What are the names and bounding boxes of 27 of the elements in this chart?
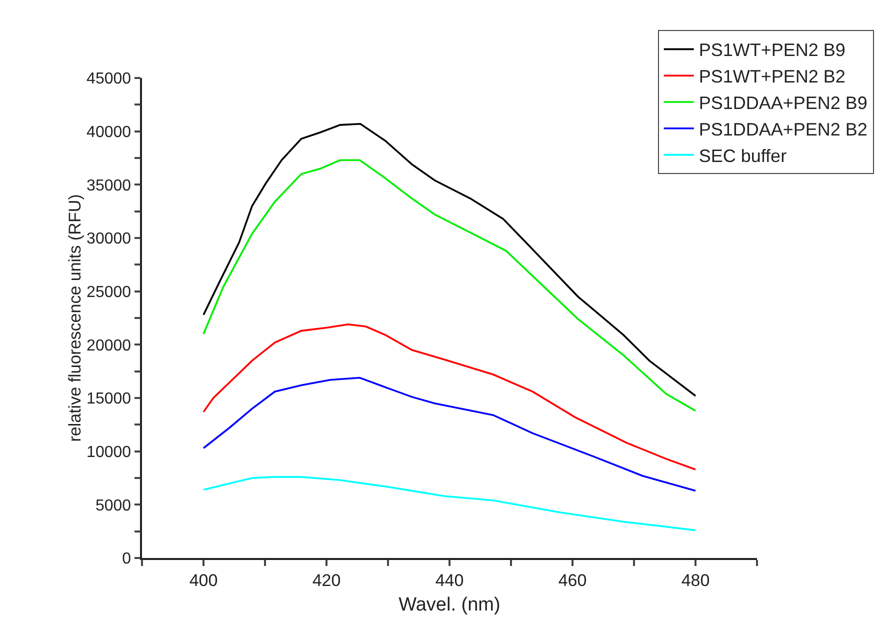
- line-series: [202, 376, 696, 492]
- legend-label: PS1DDAA+PEN2 B2: [698, 119, 868, 140]
- y-axis-title: relative fluorescence units (RFU): [66, 194, 85, 442]
- y-tick-label: 45000: [86, 70, 132, 88]
- line-series: [202, 122, 696, 397]
- x-tick-label: 480: [681, 571, 710, 590]
- y-tick-label: 5000: [95, 497, 132, 514]
- y-tick-label: 40000: [86, 124, 132, 141]
- y-tick-label: 20000: [86, 337, 132, 354]
- x-tick-label: 420: [312, 571, 341, 590]
- x-tick-label: 440: [435, 571, 464, 590]
- y-tick-label: 0: [122, 550, 132, 568]
- y-tick-label: 15000: [86, 390, 132, 408]
- line-series: [202, 476, 696, 532]
- y-tick-label: 25000: [86, 284, 132, 301]
- y-tick-label: 10000: [86, 444, 132, 461]
- line-series: [202, 324, 696, 470]
- legend-label: PS1WT+PEN2 B9: [698, 40, 846, 60]
- x-tick-label: 460: [558, 571, 587, 590]
- x-tick-label: 400: [189, 571, 218, 590]
- legend-label: PS1WT+PEN2 B2: [698, 66, 846, 87]
- line-series: [202, 159, 696, 412]
- x-axis-title: Wavel. (nm): [398, 594, 500, 616]
- legend-label: SEC buffer: [698, 146, 787, 166]
- y-tick-label: 30000: [86, 230, 132, 248]
- legend-label: PS1DDAA+PEN2 B9: [698, 93, 868, 114]
- y-tick-label: 35000: [86, 177, 132, 194]
